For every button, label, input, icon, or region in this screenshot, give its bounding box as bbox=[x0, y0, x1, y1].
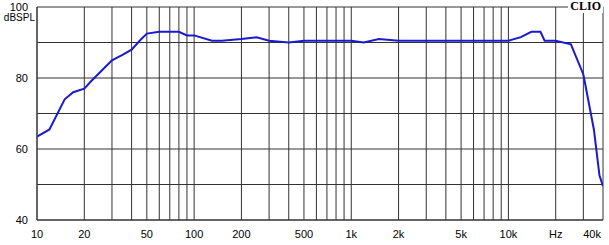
svg-text:80: 80 bbox=[16, 72, 28, 84]
svg-text:10k: 10k bbox=[500, 228, 518, 240]
svg-text:20: 20 bbox=[78, 228, 90, 240]
svg-text:200: 200 bbox=[232, 228, 250, 240]
svg-text:100: 100 bbox=[185, 228, 203, 240]
svg-text:Hz: Hz bbox=[549, 228, 562, 240]
svg-text:60: 60 bbox=[16, 143, 28, 155]
svg-text:500: 500 bbox=[295, 228, 313, 240]
svg-text:40: 40 bbox=[16, 214, 28, 226]
svg-text:40k: 40k bbox=[583, 228, 601, 240]
svg-text:1k: 1k bbox=[345, 228, 357, 240]
svg-text:2k: 2k bbox=[393, 228, 405, 240]
svg-text:50: 50 bbox=[141, 228, 153, 240]
svg-text:5k: 5k bbox=[455, 228, 467, 240]
svg-text:100: 100 bbox=[10, 1, 28, 13]
html-text:CLIO: CLIO bbox=[570, 0, 601, 13]
html-text:dBSPL: dBSPL bbox=[3, 12, 35, 23]
svg-text:10: 10 bbox=[31, 228, 43, 240]
